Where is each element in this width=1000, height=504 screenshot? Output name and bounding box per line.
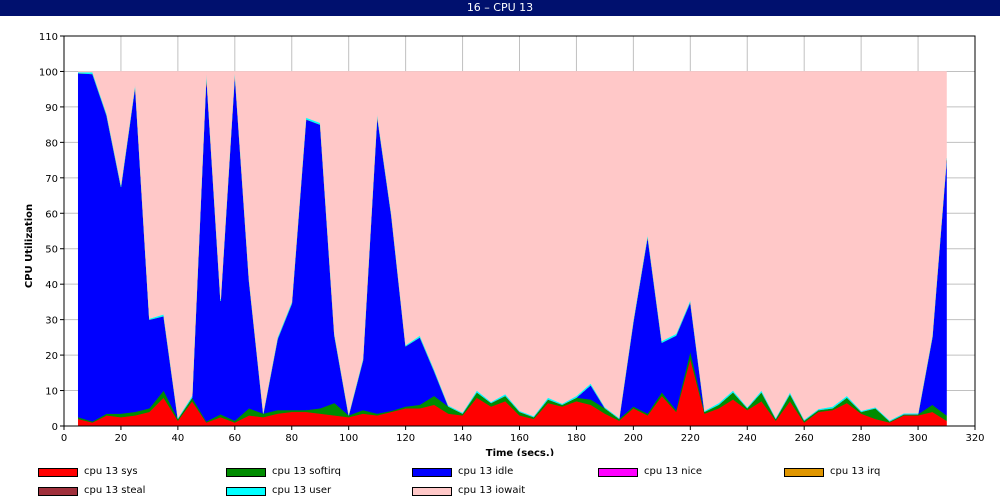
chart-legend: cpu 13 sys cpu 13 softirq cpu 13 idle cpu 1… [0,462,1000,504]
x-tick-label: 220 [681,433,700,444]
y-tick-label: 70 [45,174,58,185]
legend-swatch [412,467,452,477]
cpu-utilization-chart: 0 20 40 60 80 100 120 140 160 180 200 220 240 260 280 3… [24,32,985,456]
legend-item: cpu 13 user [226,483,331,499]
stacked-areas [77,71,947,427]
legend-item: cpu 13 sys [38,464,138,480]
y-tick-label: 100 [39,67,58,78]
legend-label: cpu 13 steal [84,485,146,496]
x-tick-label: 120 [396,433,415,444]
y-tick-label: 20 [45,351,58,362]
window-title: 16 – CPU 13 [0,0,1000,16]
x-tick-label: 40 [172,433,185,444]
legend-label: cpu 13 iowait [458,485,526,496]
y-axis-label: CPU Utilization [24,204,35,288]
legend-item: cpu 13 idle [412,464,513,480]
x-tick-label: 240 [738,433,757,444]
axes [60,35,976,430]
area-cpu-13-iowait [77,71,947,421]
y-tick-label: 80 [45,138,58,149]
x-axis-label: Time (secs.) [486,448,555,456]
legend-label: cpu 13 irq [830,466,881,477]
x-tick-labels: 0 20 40 60 80 100 120 140 160 180 200 220 240 260 280 3… [61,433,985,444]
legend-swatch [784,467,824,477]
x-tick-label: 260 [795,433,814,444]
legend-swatch [38,486,78,496]
legend-label: cpu 13 nice [644,466,703,477]
x-tick-label: 200 [624,433,643,444]
y-tick-label: 60 [45,209,58,220]
legend-label: cpu 13 sys [84,466,138,477]
y-tick-label: 50 [45,245,58,256]
x-tick-label: 0 [61,433,67,444]
legend-item: cpu 13 irq [784,464,880,480]
legend-item: cpu 13 steal [38,483,145,499]
legend-swatch [412,486,452,496]
x-tick-label: 140 [453,433,472,444]
x-tick-label: 300 [909,433,928,444]
x-tick-label: 60 [228,433,241,444]
legend-item: cpu 13 softirq [226,464,341,480]
x-tick-label: 20 [115,433,128,444]
legend-swatch [38,467,78,477]
legend-label: cpu 13 softirq [272,466,341,477]
x-tick-label: 80 [285,433,298,444]
legend-swatch [226,486,266,496]
x-tick-label: 160 [510,433,529,444]
y-tick-labels: 0 10 20 30 40 50 60 70 80 90 100 110 [39,32,58,433]
legend-swatch [226,467,266,477]
y-tick-label: 90 [45,103,58,114]
x-tick-label: 100 [339,433,358,444]
x-tick-label: 180 [567,433,586,444]
y-tick-label: 10 [45,387,58,398]
y-tick-label: 30 [45,316,58,327]
y-tick-label: 110 [39,32,58,43]
legend-item: cpu 13 iowait [412,483,525,499]
x-tick-label: 320 [965,433,984,444]
legend-label: cpu 13 idle [458,466,514,477]
legend-item: cpu 13 nice [598,464,702,480]
legend-swatch [598,467,638,477]
legend-label: cpu 13 user [272,485,332,496]
y-tick-label: 0 [52,422,58,433]
y-tick-label: 40 [45,280,58,291]
x-tick-label: 280 [852,433,871,444]
